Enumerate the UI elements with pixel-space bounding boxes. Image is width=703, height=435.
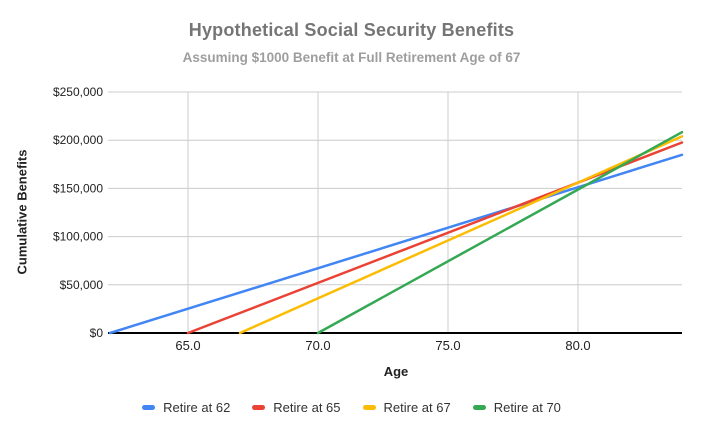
legend-swatch-icon [142, 405, 156, 410]
y-tick-label: $50,000 [60, 278, 104, 292]
legend-item: Retire at 70 [472, 400, 561, 415]
y-tick-label: $250,000 [53, 85, 103, 99]
y-tick-label: $150,000 [53, 181, 103, 195]
series-line-2 [238, 135, 684, 335]
legend-label: Retire at 70 [493, 400, 561, 415]
y-tick-label: $0 [90, 326, 104, 340]
legend-item: Retire at 62 [142, 400, 230, 415]
legend-item: Retire at 65 [252, 400, 341, 415]
legend-label: Retire at 65 [273, 400, 341, 415]
x-axis-title: Age [383, 364, 409, 379]
x-tick-label: 80.0 [565, 338, 590, 353]
legend: Retire at 62 Retire at 65 Retire at 67 Reti… [0, 400, 703, 415]
y-tick-label: $200,000 [53, 133, 103, 147]
legend-item: Retire at 67 [362, 400, 451, 415]
legend-swatch-icon [362, 405, 376, 410]
legend-label: Retire at 67 [383, 400, 451, 415]
legend-swatch-icon [252, 405, 266, 410]
x-tick-label: 65.0 [175, 338, 200, 353]
legend-label: Retire at 62 [163, 400, 231, 415]
series-line-3 [316, 130, 684, 335]
x-tick-label: 75.0 [435, 338, 460, 353]
legend-swatch-icon [472, 405, 486, 410]
y-tick-label: $100,000 [53, 230, 103, 244]
x-tick-label: 70.0 [305, 338, 330, 353]
series-line-1 [186, 141, 684, 335]
chart-title: Hypothetical Social Security Benefits [188, 20, 515, 40]
chart-subtitle: Assuming $1000 Benefit at Full Retiremen… [182, 50, 521, 65]
series-line-0 [108, 153, 684, 335]
